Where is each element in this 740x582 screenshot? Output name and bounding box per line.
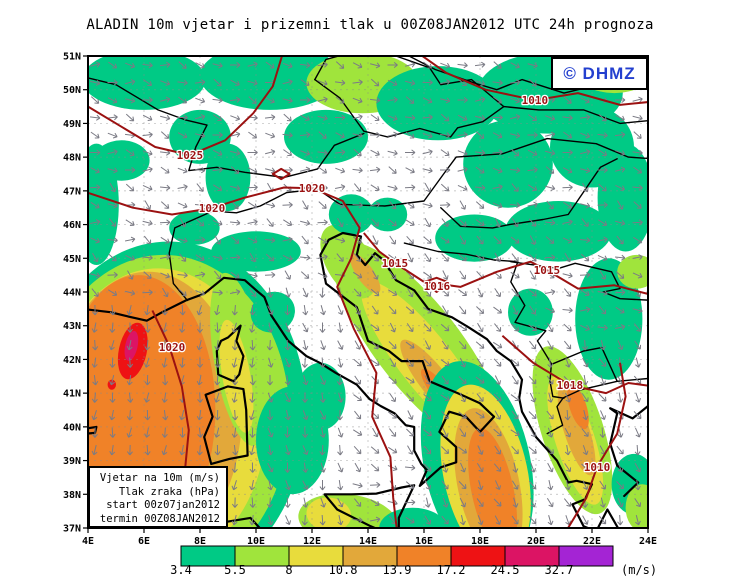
- isobar-labels: 1025 1020 1020 1020 1015 1016 1015 1018 1010 1010: [158, 93, 612, 475]
- lat-tick-label: 40N: [63, 422, 81, 433]
- legend-value: 13.9: [383, 563, 412, 577]
- isobar-label: 1015: [534, 264, 561, 277]
- legend-value: 24.5: [491, 563, 520, 577]
- lat-tick-label: 51N: [63, 52, 81, 63]
- lon-tick-label: 22E: [583, 536, 601, 547]
- legend-value: 17.2: [437, 563, 466, 577]
- isobar-label: 1016: [424, 280, 451, 293]
- map-info-box: Vjetar na 10m (m/s) Tlak zraka (hPa) sta…: [88, 466, 228, 528]
- legend-unit: (m/s): [621, 563, 657, 577]
- lat-tick-label: 38N: [63, 490, 81, 501]
- info-line-variable: Vjetar na 10m (m/s): [99, 472, 220, 484]
- info-line-pressure: Tlak zraka (hPa): [118, 485, 220, 498]
- lon-tick-label: 24E: [639, 536, 657, 547]
- isobar-label: 1020: [159, 341, 186, 354]
- legend-value: 5.5: [224, 563, 246, 577]
- lon-tick-label: 16E: [415, 536, 433, 547]
- map-area: 1025 1020 1020 1020 1015 1016 1015 1018 1010 1010: [87, 55, 649, 529]
- legend-swatch: [558, 545, 614, 567]
- isobar-label: 1020: [199, 202, 226, 215]
- lat-tick-label: 37N: [63, 524, 81, 535]
- lat-tick-label: 48N: [63, 153, 81, 164]
- legend-value: 32.7: [545, 563, 574, 577]
- lat-tick-label: 43N: [63, 321, 81, 332]
- dhmz-logo-box: © DHMZ: [551, 57, 648, 90]
- lat-tick-label: 46N: [63, 220, 81, 231]
- lon-tick-label: 6E: [138, 536, 150, 547]
- isobar-label: 1018: [557, 379, 584, 392]
- lat-tick-label: 49N: [63, 119, 81, 130]
- lon-tick-label: 10E: [247, 536, 265, 547]
- legend-value: 3.4: [170, 563, 192, 577]
- colorbar-legend: 3.4 5.5 8 10.8 13.9 17.2 24.5 32.7 (m/s): [170, 545, 657, 577]
- wind-direction-arrows: [89, 61, 643, 526]
- isobar-label: 1015: [382, 257, 409, 270]
- lon-tick-label: 8E: [194, 536, 206, 547]
- lat-tick-label: 47N: [63, 186, 81, 197]
- isobar-label: 1010: [584, 461, 611, 474]
- isobar-label: 1010: [522, 94, 549, 107]
- lat-tick-label: 50N: [63, 85, 81, 96]
- lat-tick-label: 41N: [63, 389, 81, 400]
- axes: 51N 50N 49N 48N 47N 46N 45N 44N 43N 42N 41N 40N 39N 3…: [63, 52, 657, 548]
- info-line-termin: termin 00Z08JAN2012: [99, 512, 220, 525]
- lat-tick-label: 45N: [63, 254, 81, 265]
- lon-tick-label: 4E: [82, 536, 94, 547]
- lat-tick-label: 44N: [63, 288, 81, 299]
- lon-tick-label: 14E: [359, 536, 377, 547]
- lon-tick-label: 18E: [471, 536, 489, 547]
- dhmz-label: © DHMZ: [563, 63, 636, 83]
- lon-tick-label: 20E: [527, 536, 545, 547]
- legend-value: 10.8: [329, 563, 358, 577]
- isobar-label: 1020: [299, 182, 326, 195]
- page-title: ALADIN 10m vjetar i prizemni tlak u 00Z0…: [86, 17, 654, 33]
- lat-tick-label: 39N: [63, 456, 81, 467]
- lon-tick-label: 12E: [303, 536, 321, 547]
- isobar-label: 1025: [177, 149, 204, 162]
- lat-tick-label: 42N: [63, 355, 81, 366]
- legend-value: 8: [285, 563, 292, 577]
- info-line-start: start 00z07jan2012: [106, 499, 220, 511]
